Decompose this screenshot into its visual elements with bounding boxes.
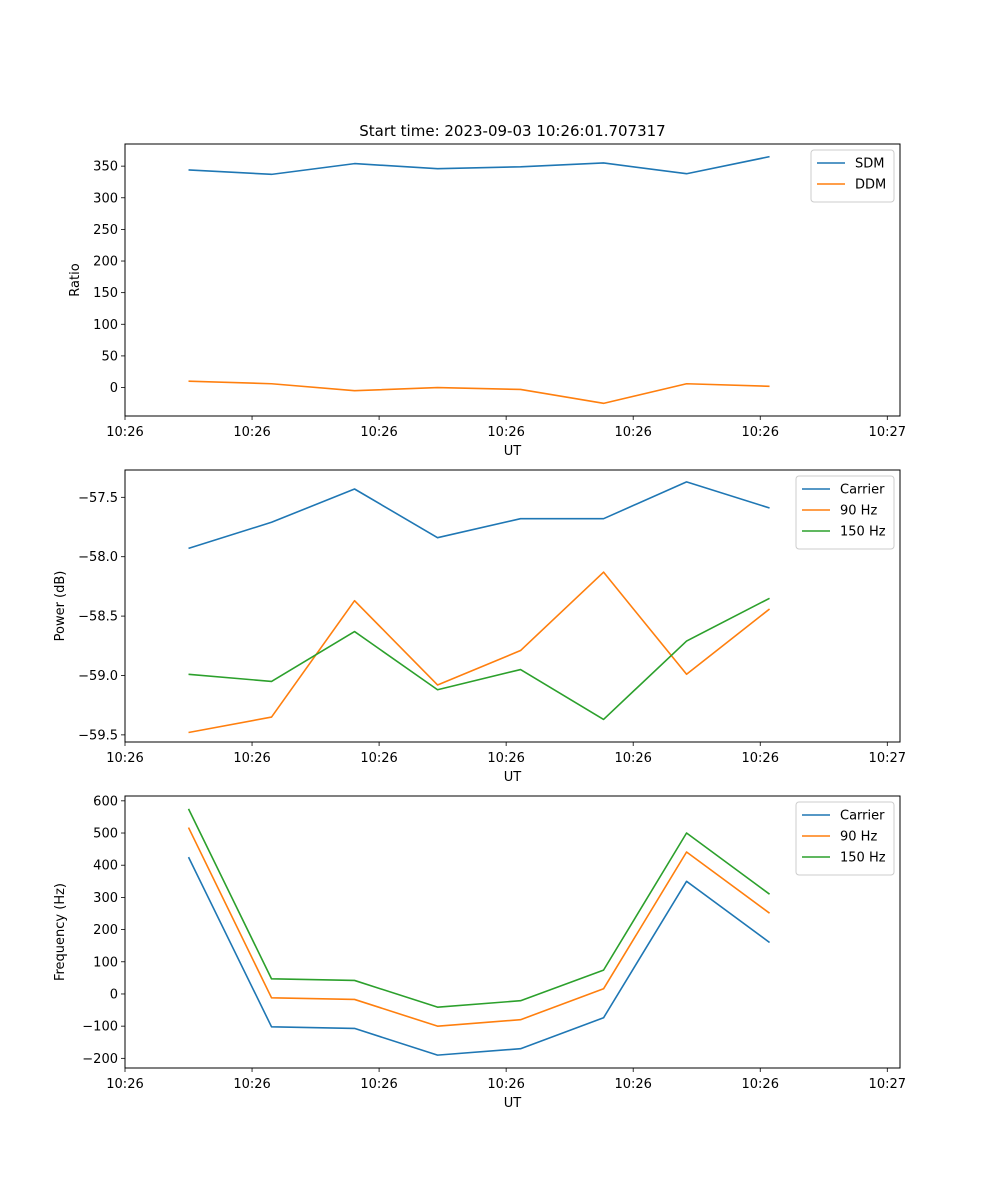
x-tick-label: 10:26 <box>106 751 143 766</box>
series-line-sdm <box>188 155 770 176</box>
y-tick-label: 200 <box>93 255 118 270</box>
x-tick-label: 10:26 <box>233 751 270 766</box>
subplot-3: −200 −100 0 100 200 300 400 500 600 10:26 10:26 10:… <box>53 794 906 1111</box>
y-tick-label: −58.0 <box>78 550 118 565</box>
y-tick-label: 300 <box>93 191 118 206</box>
y-tick-label: −59.5 <box>78 728 118 743</box>
subplot-2: −59.5 −59.0 −58.5 −58.0 −57.5 10:26 10:26 10:26… <box>53 469 906 785</box>
y-tick-label: 100 <box>93 318 118 333</box>
axes-frame <box>124 143 901 417</box>
series-line-150-hz <box>188 597 770 721</box>
y-axis-label: Power (dB) <box>53 571 68 642</box>
x-tick-label: 10:26 <box>106 1077 143 1092</box>
y-tick-label: −100 <box>82 1020 118 1035</box>
y-axis-label: Frequency (Hz) <box>53 883 68 981</box>
y-tick-label: 150 <box>93 286 118 301</box>
y-tick-label: 300 <box>93 891 118 906</box>
legend: Carrier 90 Hz 150 Hz <box>795 475 895 550</box>
x-tick-label: 10:26 <box>742 1077 779 1092</box>
x-tick-label: 10:26 <box>360 1077 397 1092</box>
y-tick-label: 500 <box>93 827 118 842</box>
x-tick-label: 10:26 <box>487 1077 524 1092</box>
x-tick-label: 10:26 <box>742 751 779 766</box>
legend-label: 150 Hz <box>840 851 886 866</box>
x-tick-label: 10:26 <box>233 1077 270 1092</box>
x-tick-label: 10:26 <box>360 425 397 440</box>
x-tick-label: 10:26 <box>360 751 397 766</box>
chart-title: Start time: 2023-09-03 10:26:01.707317 <box>359 122 665 140</box>
x-tick-label: 10:27 <box>869 425 906 440</box>
series-line-carrier <box>188 481 770 550</box>
y-tick-label: −200 <box>82 1052 118 1067</box>
y-tick-label: 600 <box>93 794 118 809</box>
y-tick-label: −58.5 <box>78 610 118 625</box>
x-tick-label: 10:26 <box>614 425 651 440</box>
y-tick-label: −57.5 <box>78 491 118 506</box>
legend: Carrier 90 Hz 150 Hz <box>795 801 895 876</box>
series-line-ddm <box>188 380 770 405</box>
axes-frame <box>124 469 901 743</box>
x-axis-label: UT <box>504 770 522 785</box>
legend-label: 90 Hz <box>840 830 877 845</box>
y-tick-label: 350 <box>93 160 118 175</box>
x-tick-label: 10:27 <box>869 751 906 766</box>
legend-label: Carrier <box>840 809 885 824</box>
x-tick-label: 10:26 <box>487 751 524 766</box>
y-tick-label: 200 <box>93 923 118 938</box>
legend-label: DDM <box>855 178 886 193</box>
x-tick-label: 10:26 <box>614 751 651 766</box>
y-tick-label: 100 <box>93 955 118 970</box>
legend-label: 90 Hz <box>840 504 877 519</box>
legend-label: 150 Hz <box>840 525 886 540</box>
x-tick-label: 10:27 <box>869 1077 906 1092</box>
x-axis-label: UT <box>504 444 522 459</box>
legend-label: Carrier <box>840 483 885 498</box>
x-axis-label: UT <box>504 1096 522 1111</box>
x-tick-label: 10:26 <box>614 1077 651 1092</box>
series-line-90-hz <box>187 827 771 1027</box>
series-line-carrier <box>187 856 771 1056</box>
legend-label: SDM <box>855 157 884 172</box>
y-tick-label: 0 <box>110 987 118 1002</box>
legend: SDM DDM <box>810 149 895 203</box>
y-tick-label: 0 <box>110 381 118 396</box>
subplot-1: 0 50 100 150 200 250 300 350 10:26 10:26 10:26 10:2… <box>68 122 906 459</box>
y-tick-label: −59.0 <box>78 669 118 684</box>
y-axis-label: Ratio <box>68 263 83 296</box>
y-tick-label: 400 <box>93 859 118 874</box>
series-line-90-hz <box>188 571 771 734</box>
series-line-150-hz <box>187 808 771 1008</box>
y-tick-label: 50 <box>101 349 118 364</box>
x-tick-label: 10:26 <box>487 425 524 440</box>
x-tick-label: 10:26 <box>742 425 779 440</box>
y-tick-label: 250 <box>93 223 118 238</box>
axes-frame <box>124 795 901 1069</box>
x-tick-label: 10:26 <box>233 425 270 440</box>
x-tick-label: 10:26 <box>106 425 143 440</box>
